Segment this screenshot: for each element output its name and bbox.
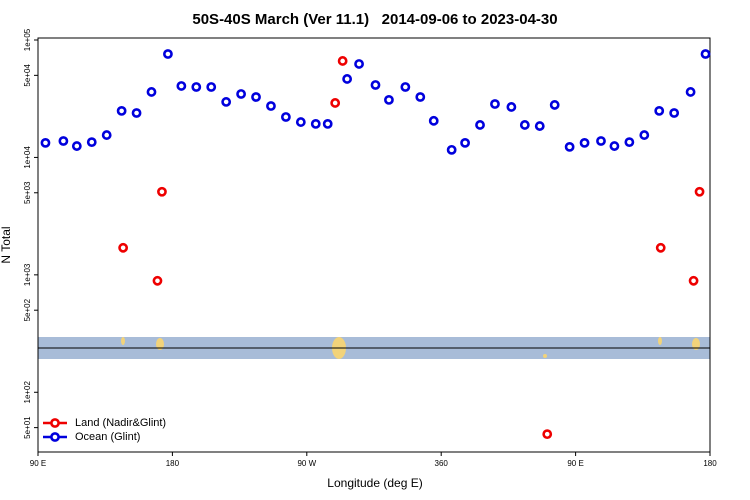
point (152, 275, 163, 286)
point (475, 120, 485, 130)
point (460, 137, 470, 148)
legend-label: Ocean (Glint) (75, 431, 140, 443)
point (221, 97, 232, 107)
point (58, 136, 69, 146)
y-tick-label: 5e+01 (23, 416, 32, 439)
point (354, 59, 364, 69)
point (654, 106, 665, 116)
point (400, 82, 411, 92)
legend-label: Land (Nadir&Glint) (75, 417, 166, 429)
y-tick-label: 5e+02 (23, 298, 32, 321)
point (146, 87, 157, 97)
point (596, 136, 606, 146)
y-tick-label: 5e+04 (23, 64, 32, 87)
x-tick-label: 180 (703, 459, 717, 468)
point (700, 49, 711, 59)
point (206, 82, 217, 92)
x-tick-label: 180 (166, 459, 180, 468)
point (71, 141, 82, 151)
point (490, 99, 500, 109)
point (609, 141, 620, 151)
point (330, 98, 341, 108)
point (310, 118, 321, 129)
point (337, 56, 348, 66)
point (624, 137, 635, 148)
point (564, 141, 575, 152)
point (639, 130, 650, 140)
point (428, 115, 439, 126)
point (384, 94, 394, 105)
point (534, 121, 545, 131)
chart-title: 50S-40S March (Ver 11.1) 2014-09-06 to 2… (192, 11, 557, 28)
point (176, 81, 187, 91)
point (116, 106, 127, 116)
point (688, 275, 699, 286)
point (236, 89, 246, 99)
legend-marker (50, 418, 60, 428)
legend-marker (50, 432, 60, 442)
point (519, 120, 530, 130)
point (86, 137, 97, 148)
point (157, 186, 167, 197)
plot-frame (37, 37, 711, 453)
point (685, 87, 696, 97)
point (251, 92, 261, 102)
point (669, 108, 680, 118)
point (40, 137, 51, 148)
point (322, 118, 333, 129)
point (579, 137, 590, 148)
point (342, 74, 353, 84)
point (549, 100, 560, 110)
y-tick-label: 1e+05 (23, 28, 32, 51)
point (118, 242, 129, 253)
point (191, 82, 202, 92)
y-tick-label: 5e+03 (23, 181, 32, 204)
point (694, 186, 705, 197)
point (446, 144, 457, 155)
y-tick-label: 1e+03 (23, 263, 32, 286)
y-tick-label: 1e+02 (23, 380, 32, 403)
y-axis-label: N Total (0, 226, 13, 263)
x-tick-label: 90 E (30, 459, 46, 468)
point (131, 108, 142, 118)
point (266, 101, 276, 111)
point (415, 92, 426, 102)
point (370, 80, 381, 90)
point (655, 242, 666, 253)
point (163, 49, 173, 59)
point (101, 130, 112, 140)
x-tick-label: 360 (435, 459, 449, 468)
x-tick-label: 90 E (567, 459, 583, 468)
point (295, 117, 306, 127)
x-tick-label: 90 W (297, 459, 316, 468)
point (506, 102, 517, 112)
point (542, 429, 553, 440)
y-tick-label: 1e+04 (23, 146, 32, 169)
x-axis-label: Longitude (deg E) (327, 476, 422, 490)
point (280, 112, 291, 122)
